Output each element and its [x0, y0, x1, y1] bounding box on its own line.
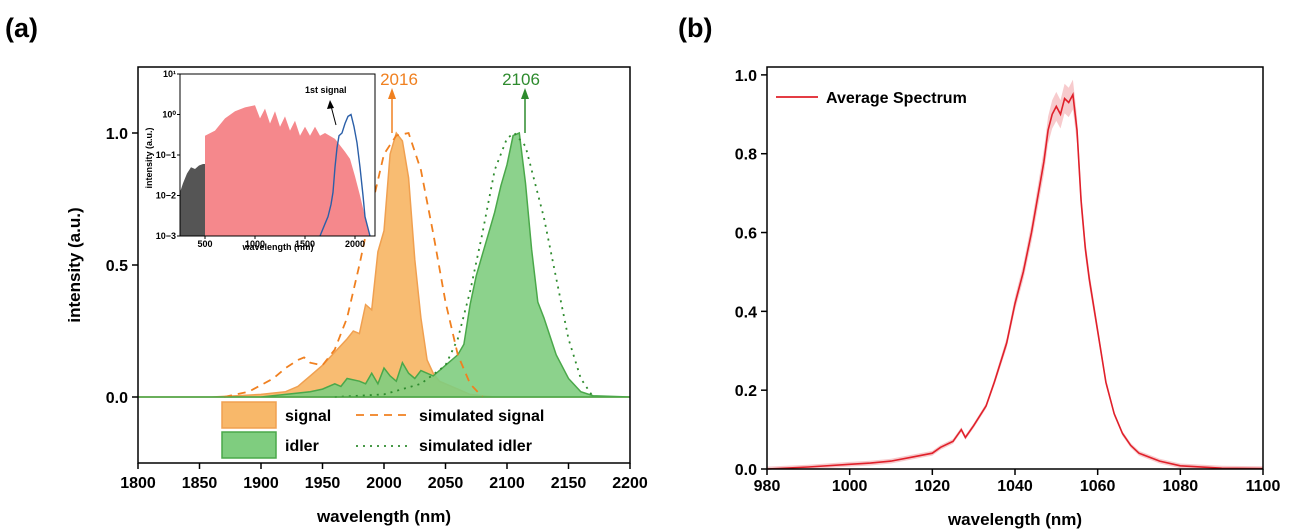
inset-annotation-arrowhead — [327, 100, 334, 109]
panel-label-b: (b) — [678, 13, 712, 43]
panel-a-x-tick-label-1800: 1800 — [120, 475, 156, 492]
panel-b-y-tick-label-0.2: 0.2 — [735, 383, 757, 400]
legend-label-simulated-signal: simulated signal — [419, 408, 544, 425]
series-idler — [138, 131, 631, 398]
panel-b-y-tick-label-0.4: 0.4 — [735, 304, 757, 321]
inset-x-tick-label-500: 500 — [197, 239, 212, 249]
series-simulated-idler — [334, 131, 594, 398]
inset-frame — [179, 73, 376, 237]
peak-label-signal: 2016 — [380, 70, 418, 89]
inset-x-tick-label-1500: 1500 — [295, 239, 315, 249]
legend-label-simulated-idler: simulated idler — [419, 438, 532, 455]
inset-x-title: wavelength (nm) — [241, 242, 313, 252]
peak-annotation-signal: 2016 — [380, 70, 418, 133]
inset-y-tick-label-1: 10−2 — [156, 191, 176, 201]
panel-a-y-tick-label-1.0: 1.0 — [106, 126, 128, 143]
panel-b-x-tick-label-980: 980 — [754, 478, 781, 495]
panel-label-a: (a) — [5, 13, 38, 43]
peak-label-idler: 2106 — [502, 70, 540, 89]
inset-y-tick-label-2: 10−1 — [156, 150, 176, 160]
series-simulated-signal — [223, 131, 484, 398]
panel-a-x-tick-label-1850: 1850 — [182, 475, 218, 492]
legend-swatch-signal — [221, 401, 277, 429]
panel-b-x-tick-label-1040: 1040 — [997, 478, 1033, 495]
panel-b-frame — [766, 66, 1264, 470]
panel-a-y-tick-label-0.5: 0.5 — [106, 258, 128, 275]
inset-annotation-arrow — [330, 105, 337, 126]
legend-label-average-spectrum: Average Spectrum — [826, 90, 967, 107]
inset-series — [180, 74, 375, 237]
inset-series-pink — [205, 105, 370, 236]
panel-b-series — [766, 79, 1264, 470]
panel-a-x-tick-label-2050: 2050 — [428, 475, 464, 492]
series-average-spectrum — [766, 91, 1264, 470]
peak-annotation-idler: 2106 — [502, 70, 540, 133]
panel-a-x-tick-label-1900: 1900 — [243, 475, 279, 492]
peak-arrowhead-idler — [521, 88, 529, 99]
panel-b-ticks: 980 1000 1020 1040 1060 1080 1100 0.0 0.2 0.4 0.6 0… — [735, 68, 1281, 495]
inset-y-title: intensity (a.u.) — [144, 127, 154, 188]
panel-a-y-title: intensity (a.u.) — [65, 207, 84, 322]
panel-b-x-tick-label-1060: 1060 — [1080, 478, 1116, 495]
peak-arrowhead-signal — [388, 88, 396, 99]
legend-label-signal: signal — [285, 408, 331, 425]
inset-chart: 500 1000 1500 2000 10−3 10−2 10−1 10⁰ 10¹ wavele… — [144, 69, 376, 252]
inset-y-tick-label-4: 10¹ — [163, 69, 176, 79]
legend-label-idler: idler — [285, 438, 319, 455]
panel-b-y-tick-label-0.8: 0.8 — [735, 147, 757, 164]
panel-b-y-tick-label-0.0: 0.0 — [735, 462, 757, 479]
inset-series-1st-signal — [319, 113, 371, 237]
series-band-average-spectrum — [767, 79, 1263, 469]
panel-a-y-tick-label-0.0: 0.0 — [106, 390, 128, 407]
panel-a-x-tick-label-2000: 2000 — [366, 475, 402, 492]
panel-b-x-tick-label-1100: 1100 — [1246, 478, 1281, 495]
inset-x-tick-label-2000: 2000 — [345, 239, 365, 249]
inset-y-tick-label-0: 10−3 — [156, 231, 176, 241]
panel-b-y-tick-label-0.6: 0.6 — [735, 226, 757, 243]
panel-b-legend: Average Spectrum — [776, 90, 967, 107]
panel-b-x-tick-label-1020: 1020 — [915, 478, 951, 495]
panel-a-x-title: wavelength (nm) — [316, 507, 451, 526]
panel-a-series — [138, 131, 631, 398]
panel-b-x-tick-label-1080: 1080 — [1163, 478, 1199, 495]
panel-a-ticks: 1800 1850 1900 1950 2000 2050 2100 2150 2200 0.0 0… — [106, 126, 648, 492]
panel-a-x-tick-label-2150: 2150 — [551, 475, 587, 492]
inset-x-tick-label-1000: 1000 — [245, 239, 265, 249]
panel-a-x-tick-label-2200: 2200 — [612, 475, 648, 492]
panel-a-x-tick-label-1950: 1950 — [305, 475, 341, 492]
inset-annotation-1st-signal: 1st signal — [305, 85, 347, 95]
panel-a-frame — [137, 66, 631, 464]
panel-a-x-tick-label-2100: 2100 — [489, 475, 525, 492]
panel-b-y-tick-label-1.0: 1.0 — [735, 68, 757, 85]
panel-b-x-title: wavelength (nm) — [947, 510, 1082, 529]
panel-b-chart: 980 1000 1020 1040 1060 1080 1100 0.0 0.2 0.4 0.6 0… — [735, 66, 1281, 529]
legend-swatch-idler — [221, 431, 277, 459]
inset-y-tick-label-3: 10⁰ — [162, 110, 176, 120]
panel-b-x-tick-label-1000: 1000 — [832, 478, 868, 495]
panel-a-legend: signal simulated signal idler simulated … — [221, 401, 544, 459]
inset-ticks: 500 1000 1500 2000 10−3 10−2 10−1 10⁰ 10¹ — [156, 69, 365, 249]
panel-a-chart: 1800 1850 1900 1950 2000 2050 2100 2150 2200 0.0 0… — [65, 66, 648, 526]
inset-series-gray — [180, 164, 205, 236]
